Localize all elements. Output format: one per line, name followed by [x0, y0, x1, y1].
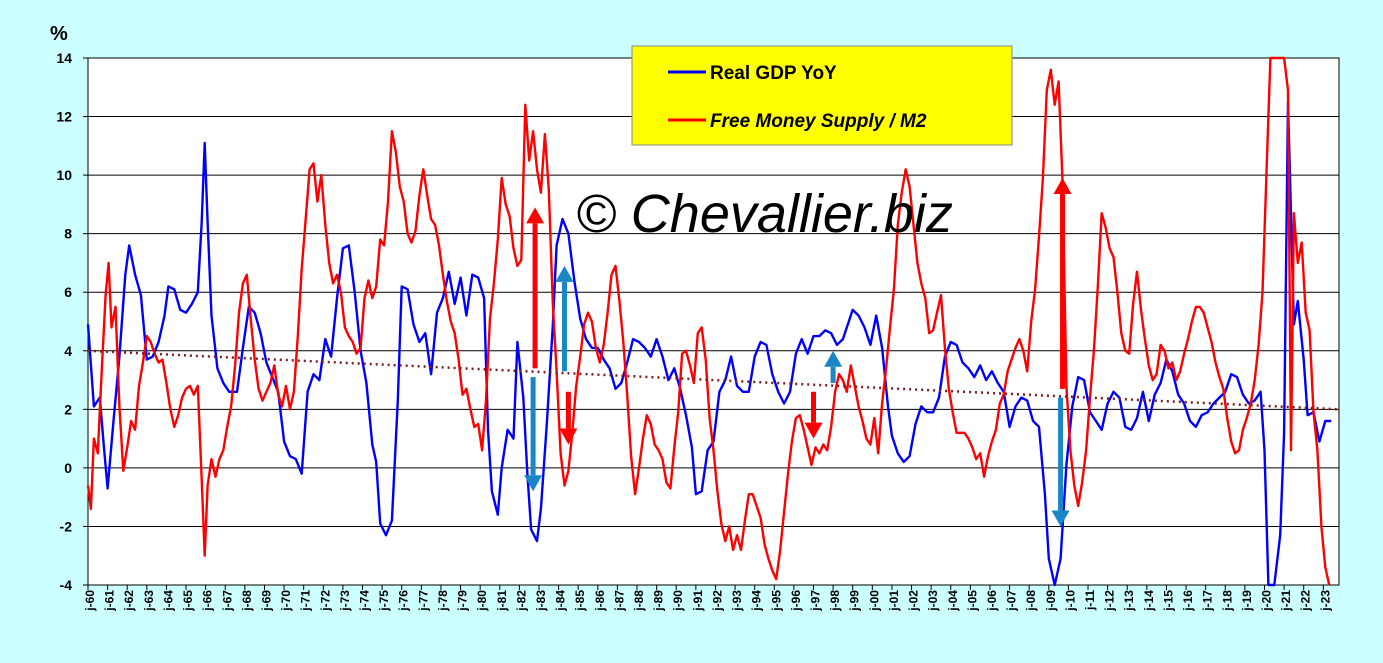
x-tick-label: j-92 — [710, 590, 724, 612]
x-tick-label: j-62 — [122, 590, 136, 612]
x-tick-label: j-21 — [1279, 590, 1293, 612]
x-tick-label: j-05 — [965, 590, 979, 612]
y-axis-ticks: -4 -2 0 2 4 6 8 10 12 14 — [56, 50, 88, 593]
x-tick-label: j-65 — [181, 590, 195, 612]
x-tick-label: j-75 — [377, 590, 391, 612]
annotation-arrow — [526, 207, 545, 369]
x-tick-label: j-82 — [514, 590, 528, 612]
x-tick-label: j-64 — [161, 590, 175, 612]
x-tick-label: j-03 — [926, 590, 940, 612]
x-tick-label: j-84 — [554, 590, 568, 612]
x-tick-label: j-80 — [475, 590, 489, 612]
x-tick-label: j-06 — [985, 590, 999, 612]
x-tick-label: j-78 — [436, 590, 450, 612]
x-tick-label: j-95 — [769, 590, 783, 612]
x-tick-label: j-72 — [318, 590, 332, 612]
x-tick-label: j-83 — [534, 590, 548, 612]
x-tick-label: j-73 — [338, 590, 352, 612]
x-tick-label: j-23 — [1318, 590, 1332, 612]
annotation-arrow — [559, 391, 578, 445]
x-tick-label: j-86 — [593, 590, 607, 612]
annotation-arrow — [555, 265, 574, 372]
x-tick-label: j-97 — [809, 590, 823, 612]
x-tick-label: j-19 — [1240, 590, 1254, 612]
x-tick-label: j-61 — [103, 590, 117, 612]
watermark-text: © Chevallier.biz — [576, 184, 953, 244]
x-tick-label: j-17 — [1201, 590, 1215, 612]
series-line-real-gdp — [86, 100, 1332, 587]
x-tick-label: j-14 — [1142, 590, 1156, 612]
x-tick-label: j-04 — [946, 590, 960, 612]
series-lines — [86, 56, 1340, 587]
y-axis-label: % — [50, 23, 68, 45]
x-tick-label: j-74 — [358, 590, 372, 612]
y-tick-label: -2 — [60, 518, 73, 534]
y-tick-label: -4 — [60, 577, 73, 593]
x-tick-label: j-69 — [259, 590, 273, 612]
legend-box — [631, 45, 1013, 146]
y-tick-label: 0 — [64, 460, 72, 476]
y-tick-label: 2 — [64, 401, 72, 417]
plot-area — [87, 57, 1340, 586]
x-tick-label: j-07 — [1005, 590, 1019, 612]
x-tick-label: j-08 — [1024, 590, 1038, 612]
x-tick-label: j-88 — [632, 590, 646, 612]
x-tick-label: j-16 — [1181, 590, 1195, 612]
x-tick-label: j-85 — [573, 590, 587, 612]
x-tick-label: j-98 — [828, 590, 842, 612]
x-tick-label: j-00 — [867, 590, 881, 612]
x-tick-label: j-22 — [1299, 590, 1313, 612]
x-tick-label: j-02 — [907, 590, 921, 612]
series-line-free-money-supply — [86, 56, 1331, 586]
x-tick-label: j-60 — [83, 590, 97, 612]
y-tick-label: 8 — [64, 226, 72, 242]
x-tick-label: j-20 — [1259, 590, 1273, 612]
x-axis-ticks: j-60 j-61 j-62 j-63 j-64 j-65 j-66 j-67 j-68 j-69… — [83, 585, 1332, 612]
annotation-arrows — [524, 178, 1072, 527]
x-tick-label: j-87 — [612, 590, 626, 612]
x-tick-label: j-94 — [750, 590, 764, 612]
x-tick-label: j-18 — [1220, 590, 1234, 612]
legend-label-gdp: Real GDP YoY — [710, 63, 837, 84]
x-tick-label: j-13 — [1122, 590, 1136, 612]
x-tick-label: j-70 — [279, 590, 293, 612]
y-tick-label: 10 — [56, 167, 72, 183]
annotation-arrow — [824, 350, 843, 383]
x-tick-label: j-71 — [299, 590, 313, 612]
watermark: © Chevallier.biz — [576, 184, 953, 244]
x-tick-label: j-67 — [220, 590, 234, 612]
y-tick-label: 4 — [64, 343, 72, 359]
annotation-arrow — [804, 391, 823, 439]
x-tick-label: j-15 — [1161, 590, 1175, 612]
legend: Real GDP YoY Free Money Supply / M2 — [631, 45, 1013, 146]
legend-label-money: Free Money Supply / M2 — [710, 111, 927, 132]
annotation-arrow — [1051, 397, 1070, 527]
annotation-arrow — [524, 377, 543, 492]
y-tick-label: 14 — [56, 50, 72, 66]
y-tick-label: 12 — [56, 109, 72, 125]
x-tick-label: j-96 — [789, 590, 803, 612]
x-tick-label: j-79 — [456, 590, 470, 612]
x-tick-label: j-99 — [848, 590, 862, 612]
x-tick-label: j-77 — [416, 590, 430, 612]
x-tick-label: j-68 — [240, 590, 254, 612]
x-tick-label: j-01 — [887, 590, 901, 612]
x-tick-label: j-63 — [142, 590, 156, 612]
x-tick-label: j-11 — [1083, 590, 1097, 611]
x-tick-label: j-91 — [691, 590, 705, 612]
x-tick-label: j-93 — [730, 590, 744, 612]
x-tick-label: j-76 — [397, 590, 411, 612]
annotation-arrow — [1053, 178, 1072, 389]
x-tick-label: j-89 — [652, 590, 666, 612]
x-tick-label: j-90 — [671, 590, 685, 612]
y-tick-label: 6 — [64, 284, 72, 300]
x-tick-label: j-09 — [1044, 590, 1058, 612]
x-tick-label: j-81 — [495, 590, 509, 612]
x-tick-label: j-12 — [1103, 590, 1117, 612]
x-tick-label: j-66 — [201, 590, 215, 612]
x-tick-label: j-10 — [1063, 590, 1077, 612]
